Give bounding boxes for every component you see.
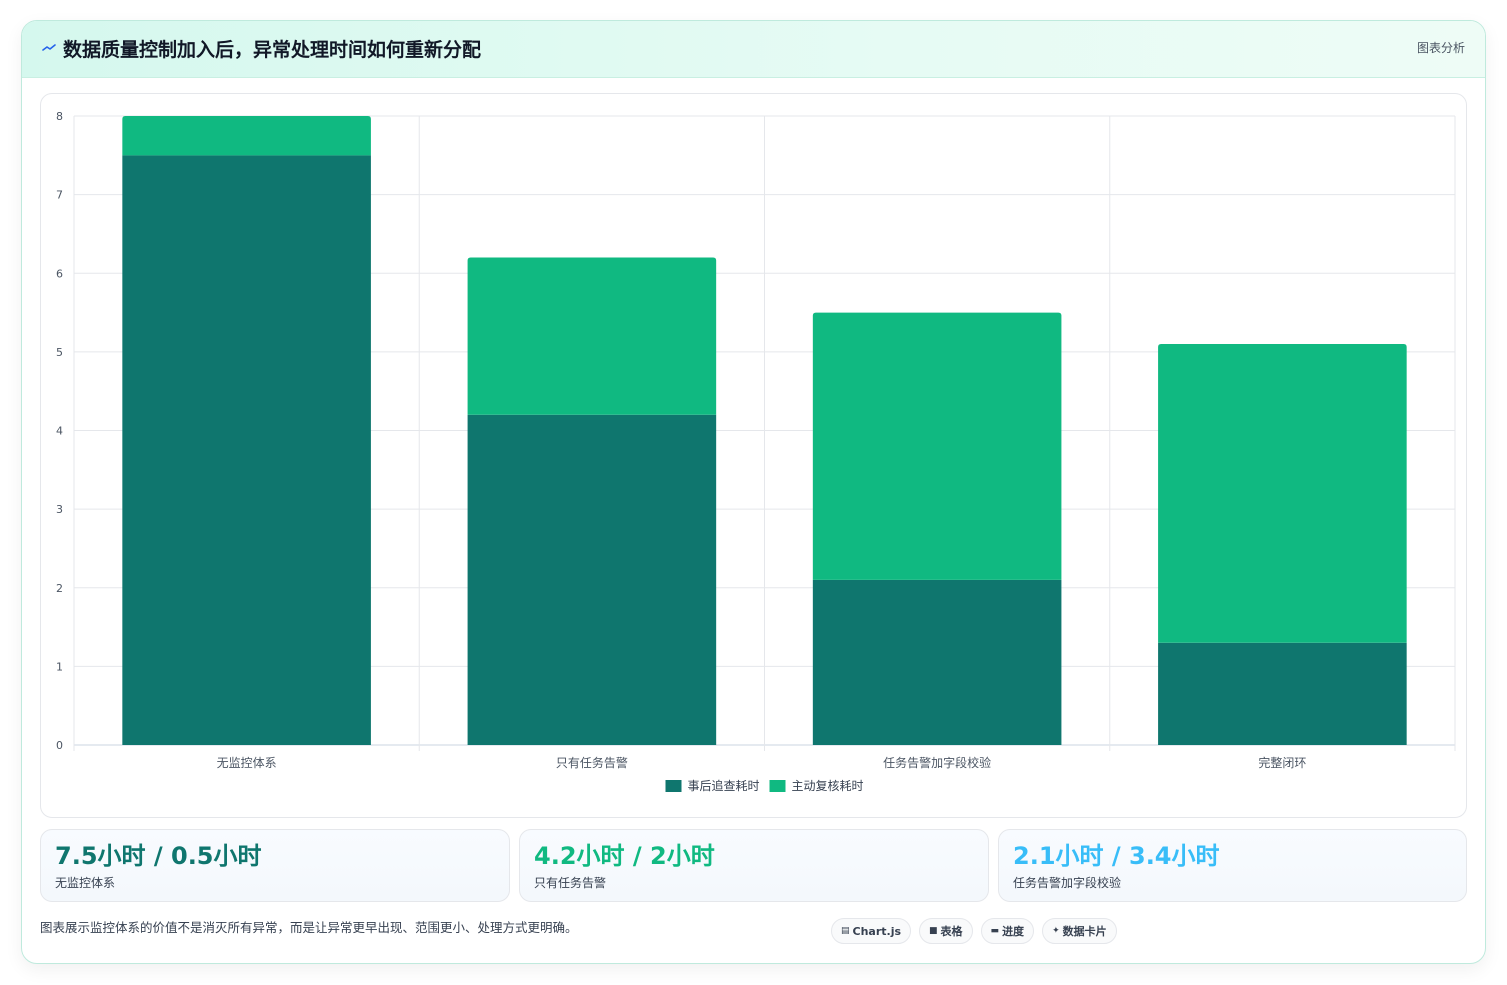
bar-segment[interactable] [1158, 642, 1407, 745]
bar-segment[interactable] [122, 116, 371, 156]
pill-label: 数据卡片 [1062, 925, 1107, 938]
stat-value: 7.5小时 / 0.5小时 [55, 842, 262, 870]
progress-icon: ▬ [990, 926, 1000, 936]
chart-title: 数据质量控制加入后，异常处理时间如何重新分配 [63, 39, 482, 61]
y-tick-label: 0 [56, 739, 63, 752]
chart-panel: 0 1 2 3 4 5 6 7 8 无监控体系 只有任务告警 任务告警加字段校验 完整闭环 事后追查耗时… [40, 93, 1467, 818]
stat-card-2: 4.2小时 / 2小时 只有任务告警 [519, 829, 989, 902]
bar-segment[interactable] [467, 414, 717, 745]
chart-footnote: 图表展示监控体系的价值不是消灭所有异常，而是让异常更早出现、范围更小、处理方式更… [40, 920, 578, 935]
bar-segment[interactable] [812, 579, 1062, 745]
sparkle-icon: ✦ [1052, 926, 1060, 936]
pill-label: Chart.js [852, 924, 902, 938]
y-tick-label: 3 [56, 503, 63, 516]
chart-icon: ▤ [841, 926, 850, 936]
stat-value: 4.2小时 / 2小时 [534, 842, 715, 870]
x-tick-label: 任务告警加字段校验 [883, 755, 991, 770]
y-tick-label: 6 [56, 267, 63, 280]
trend-line-icon [42, 44, 56, 51]
y-tick-label: 7 [56, 189, 63, 202]
y-tick-label: 5 [56, 346, 63, 359]
stacked-bar-chart: 0 1 2 3 4 5 6 7 8 无监控体系 只有任务告警 任务告警加字段校验 完整闭环 事后追查耗时… [56, 110, 1456, 793]
legend-swatch[interactable] [769, 780, 786, 792]
table-pill[interactable]: ■ 表格 [919, 918, 973, 944]
stat-value: 2.1小时 / 3.4小时 [1013, 842, 1220, 870]
bar-segment[interactable] [812, 312, 1062, 580]
header-tag: 图表分析 [1416, 41, 1465, 55]
y-tick-label: 4 [56, 425, 63, 438]
stat-label: 任务告警加字段校验 [1013, 876, 1122, 890]
data-card-pill[interactable]: ✦ 数据卡片 [1042, 918, 1117, 944]
progress-pill[interactable]: ▬ 进度 [980, 918, 1035, 944]
legend-swatch[interactable] [665, 780, 682, 792]
y-tick-label: 8 [56, 110, 63, 123]
stat-card-3: 2.1小时 / 3.4小时 任务告警加字段校验 [998, 829, 1467, 902]
chartjs-pill[interactable]: ▤ Chart.js [831, 918, 912, 944]
x-tick-label: 无监控体系 [217, 756, 277, 770]
y-tick-label: 2 [56, 582, 63, 595]
stat-label: 只有任务告警 [534, 876, 607, 890]
stat-label: 无监控体系 [55, 876, 116, 890]
bar-segment[interactable] [122, 155, 371, 745]
bar-segment[interactable] [467, 257, 717, 415]
stat-card-1: 7.5小时 / 0.5小时 无监控体系 [40, 829, 510, 902]
legend-label[interactable]: 事后追查耗时 [688, 778, 760, 793]
card-header: 数据质量控制加入后，异常处理时间如何重新分配 图表分析 [22, 21, 1485, 78]
x-tick-label: 只有任务告警 [556, 755, 628, 770]
chart-card: 数据质量控制加入后，异常处理时间如何重新分配 图表分析 0 1 2 3 4 5 6 7 8 无监控… [21, 20, 1486, 964]
y-tick-label: 1 [56, 660, 63, 673]
pill-label: 进度 [1002, 925, 1025, 938]
pill-label: 表格 [940, 925, 963, 938]
tool-pills: ▤ Chart.js ■ 表格 ▬ 进度 ✦ 数据卡片 [831, 918, 1117, 944]
bar-segment[interactable] [1158, 344, 1407, 643]
legend-label[interactable]: 主动复核耗时 [792, 779, 864, 793]
x-tick-label: 完整闭环 [1258, 755, 1306, 770]
table-icon: ■ [929, 926, 938, 936]
